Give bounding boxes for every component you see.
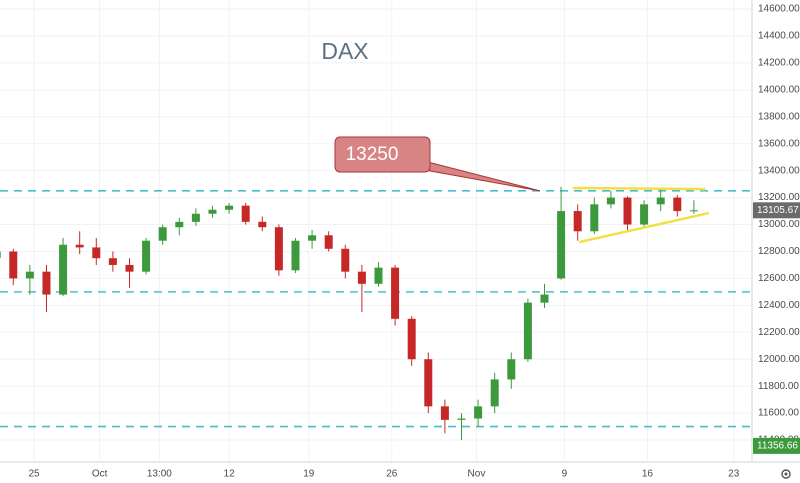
price-label-box [753, 437, 800, 454]
x-tick-label: 19 [303, 469, 315, 480]
candle-body [25, 271, 34, 279]
candle-body [374, 267, 383, 284]
candle-body [108, 258, 117, 265]
candle-body [656, 197, 665, 205]
candle-body [523, 302, 532, 360]
candle-body [208, 209, 217, 214]
x-tick-label: 16 [642, 469, 654, 480]
candle-body [75, 244, 84, 248]
candle-body [689, 210, 698, 212]
price-label-box [753, 202, 800, 219]
candle-body [324, 235, 333, 249]
candle-body [59, 244, 68, 295]
x-tick-label: 12 [224, 469, 236, 480]
candle-body [308, 235, 317, 241]
candle-body [0, 251, 1, 259]
y-tick-label: 14000.00 [758, 84, 800, 95]
candle-body [407, 318, 416, 360]
x-tick-label: 25 [28, 469, 40, 480]
candle-body [590, 204, 599, 232]
y-tick-label: 11600.00 [758, 408, 799, 419]
candle-body [573, 211, 582, 232]
candle-body [142, 240, 151, 272]
callout-text: 13250 [346, 144, 399, 165]
y-tick-label: 12200.00 [758, 327, 800, 338]
y-tick-label: 14200.00 [758, 58, 800, 69]
y-tick-label: 14400.00 [758, 31, 800, 42]
y-tick-label: 13400.00 [758, 165, 800, 176]
candle-body [673, 197, 682, 212]
x-tick-label: 26 [386, 469, 398, 480]
candle-body [623, 197, 632, 225]
y-tick-label: 13200.00 [758, 192, 800, 203]
callout-box [334, 136, 431, 173]
candle-body [125, 264, 134, 272]
settings-icon[interactable] [781, 469, 791, 479]
candle-body [341, 248, 350, 272]
y-tick-label: 13800.00 [758, 111, 800, 122]
x-tick-label: Oct [92, 469, 108, 480]
y-tick-label: 12400.00 [758, 300, 800, 311]
candle-body [357, 271, 366, 284]
candle-body [507, 359, 516, 380]
y-tick-label: 12600.00 [758, 273, 800, 284]
chart-title: DAX [321, 38, 368, 64]
y-tick-label: 11800.00 [758, 381, 799, 392]
price-label: 11356.66 [757, 441, 798, 452]
candle-body [92, 247, 101, 259]
y-tick-label: 13000.00 [758, 219, 800, 230]
candle-body [175, 221, 184, 228]
price-label: 13105.67 [757, 205, 799, 216]
y-tick-label: 12000.00 [758, 354, 800, 365]
trendline [572, 186, 706, 191]
candle-body [424, 359, 433, 407]
candle-body [191, 213, 200, 222]
candle-body [258, 221, 267, 228]
candle-body [241, 205, 250, 222]
y-tick-label: 13600.00 [758, 138, 800, 149]
x-tick-label: 9 [562, 469, 568, 480]
candle-body [391, 267, 400, 319]
candle-body [291, 240, 300, 271]
y-tick-label: 12800.00 [758, 246, 800, 257]
candle-body [640, 204, 649, 225]
candle-body [474, 406, 483, 419]
trendline [579, 211, 710, 244]
candle-body [42, 271, 51, 295]
candle-body [457, 418, 466, 420]
candle-body [9, 251, 18, 279]
x-tick-label: 23 [728, 469, 740, 480]
x-tick-label: 13:00 [147, 469, 172, 480]
candle-body [225, 205, 234, 210]
candle-body [606, 197, 615, 205]
x-tick-label: Nov [468, 469, 486, 480]
candle-body [274, 227, 283, 271]
candle-body [540, 294, 549, 303]
candle-body [440, 406, 449, 420]
candle-body [490, 379, 499, 407]
candle-body [158, 227, 167, 241]
candle-body [557, 211, 566, 279]
y-tick-label: 14600.00 [758, 4, 800, 15]
